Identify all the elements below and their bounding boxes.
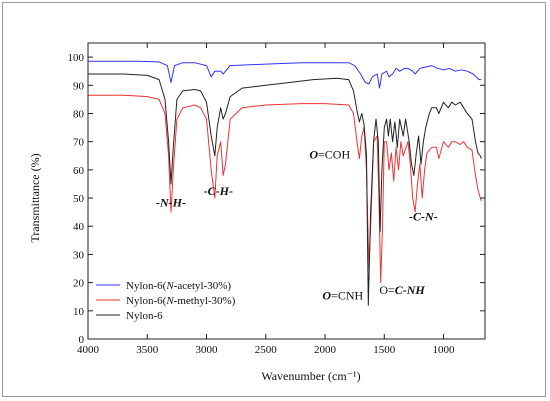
y-tick-label: 40 xyxy=(73,221,85,233)
y-tick-label: 0 xyxy=(79,334,85,346)
legend: Nylon-6(N-acetyl-30%) Nylon-6(N-methyl-30… xyxy=(96,280,236,322)
peak-annotation-4: -C-N- xyxy=(409,210,438,224)
x-tick-label: 1000 xyxy=(433,344,456,356)
y-tick-label: 10 xyxy=(73,306,85,318)
x-axis-label: Wavenumber (cm⁻¹) xyxy=(261,369,360,383)
annotation-layer: -N-H- -C-H- O=COH -C-N- O=CNH O=C-NH xyxy=(156,148,438,303)
plot-border xyxy=(87,42,486,340)
peak-annotation-3: O=COH xyxy=(309,148,350,162)
peak-annotation-5: O=CNH xyxy=(322,289,363,303)
figure-frame xyxy=(2,2,546,397)
peak-annotation-6: O=C-NH xyxy=(379,283,425,297)
y-tick-label: 60 xyxy=(73,165,85,177)
series-line-1 xyxy=(88,60,482,89)
series-layer xyxy=(88,60,482,306)
legend-label-1: Nylon-6(N-acetyl-30%) xyxy=(126,280,231,292)
y-tick-label: 100 xyxy=(68,52,85,64)
y-tick-label: 80 xyxy=(73,108,85,120)
legend-label-3: Nylon-6 xyxy=(126,310,163,322)
y-tick-label: 70 xyxy=(73,137,85,149)
series-line-3 xyxy=(88,73,482,306)
y-tick-label: 20 xyxy=(73,278,85,290)
x-tick-label: 3000 xyxy=(196,344,219,356)
x-tick-label: 2500 xyxy=(255,344,278,356)
y-tick-label: 50 xyxy=(73,193,85,205)
x-tick-label: 4000 xyxy=(77,344,100,356)
series-line-2 xyxy=(88,94,482,284)
x-tick-label: 3500 xyxy=(136,344,159,356)
axes-layer: 4000 3500 3000 2500 2000 1500 1000 0 10 20 30 40 50 6… xyxy=(68,42,486,356)
y-axis-label: Transmittance (%) xyxy=(28,153,42,242)
legend-label-2: Nylon-6(N-methyl-30%) xyxy=(126,295,236,307)
y-tick-label: 90 xyxy=(73,80,85,92)
x-tick-label: 1500 xyxy=(373,344,396,356)
peak-annotation-2: -C-H- xyxy=(204,184,233,198)
y-tick-label: 30 xyxy=(73,249,85,261)
peak-annotation-1: -N-H- xyxy=(156,196,186,210)
x-tick-label: 2000 xyxy=(314,344,337,356)
